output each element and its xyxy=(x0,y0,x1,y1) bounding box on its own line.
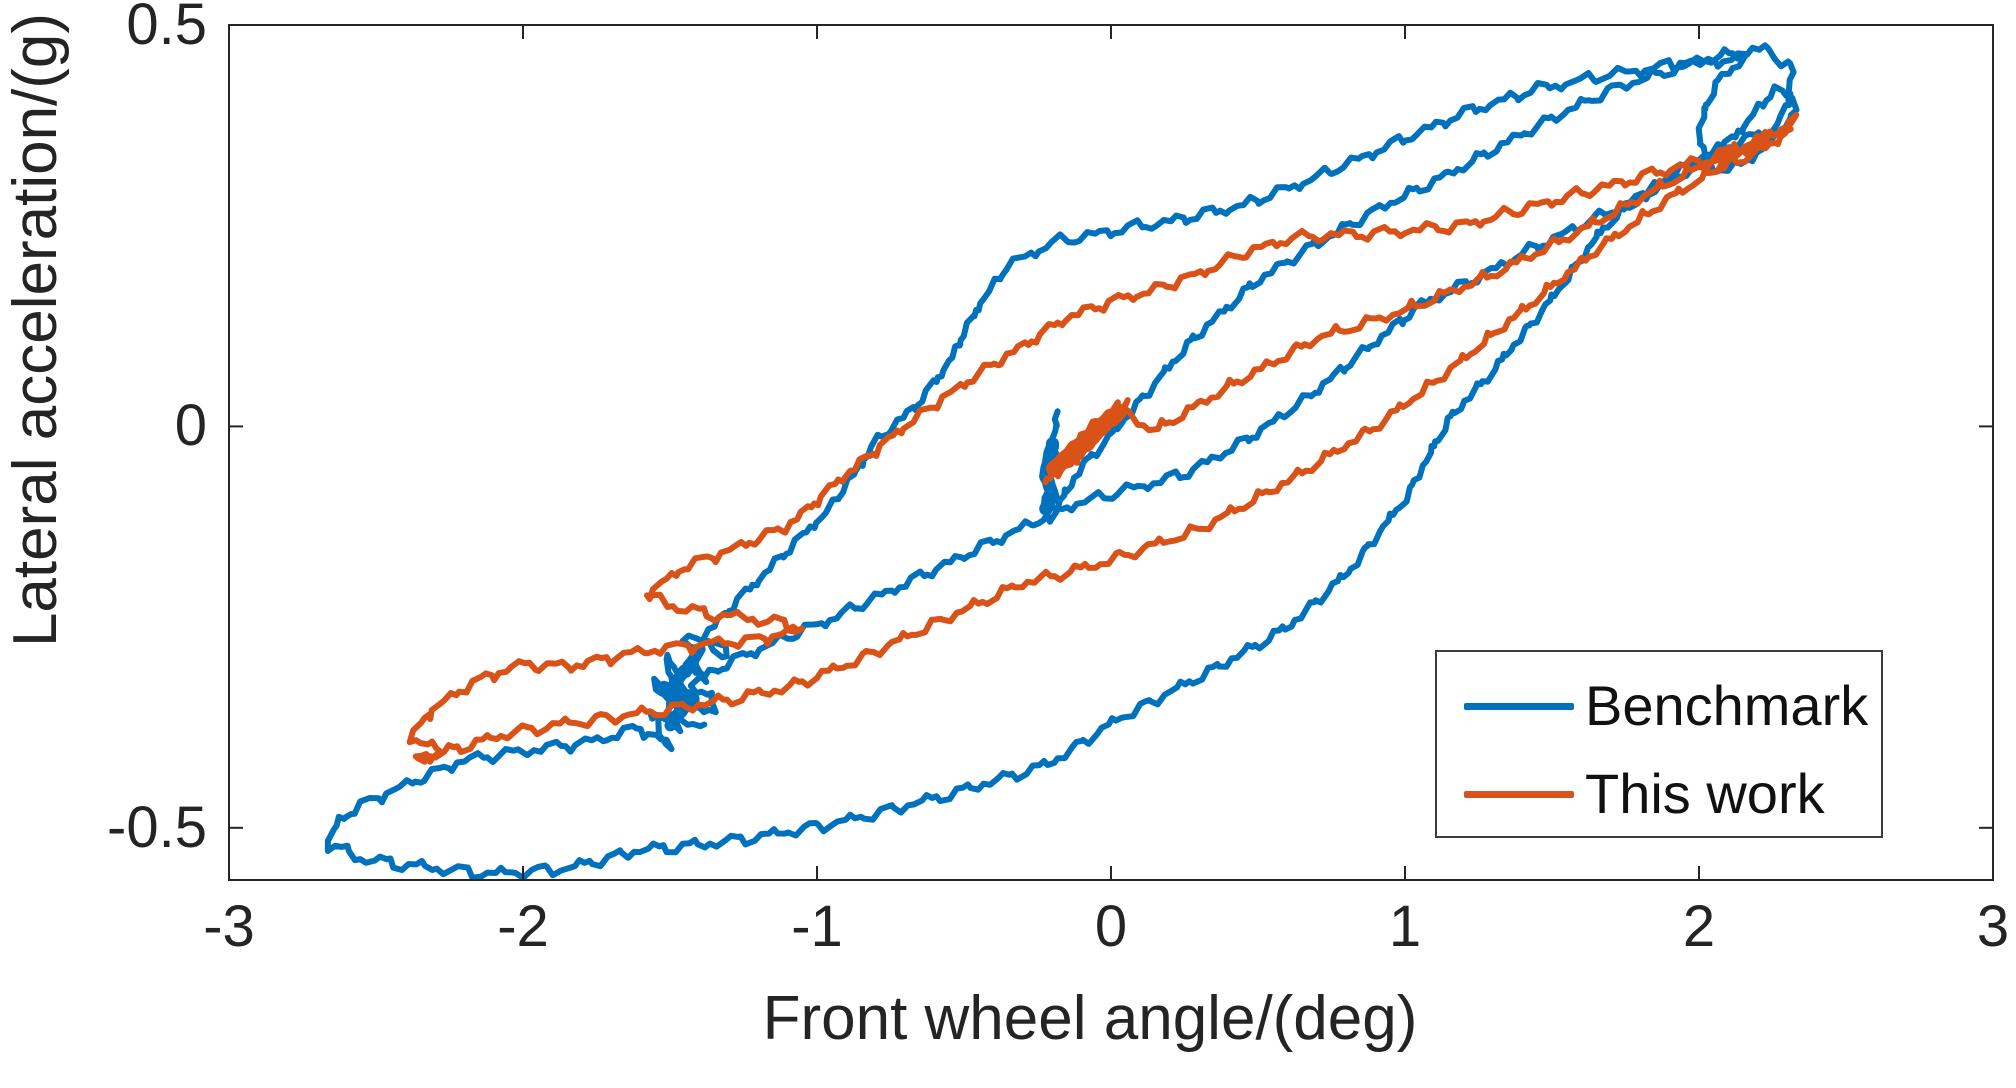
y-axis-label: Lateral acceleration/(g) xyxy=(1,12,70,648)
x-axis-label: Front wheel angle/(deg) xyxy=(762,984,1418,1053)
axes-box xyxy=(228,24,1994,881)
x-tick-label--3: -3 xyxy=(203,894,255,959)
series-line-this-work xyxy=(406,111,1800,765)
legend-label-this-work: This work xyxy=(1585,762,1825,825)
series-curves xyxy=(324,42,1800,880)
legend-row-benchmark: Benchmark xyxy=(1437,674,1881,738)
y-tick-label--0.5: -0.5 xyxy=(107,794,207,860)
y-tick-label-0.5: 0.5 xyxy=(126,0,207,57)
x-tick-label--1: -1 xyxy=(791,894,843,959)
x-tick-label-1: 1 xyxy=(1388,894,1422,959)
x-tick-label-0: 0 xyxy=(1094,894,1128,959)
legend-label-benchmark: Benchmark xyxy=(1585,674,1869,737)
benchmark-line-swatch xyxy=(1464,702,1574,710)
legend-row-this-work: This work xyxy=(1437,762,1881,826)
y-tick-label-0: 0 xyxy=(174,393,207,459)
series-line-this-work xyxy=(1046,403,1128,477)
legend: Benchmark This work xyxy=(1435,650,1883,838)
x-tick-label--2: -2 xyxy=(497,894,549,959)
this-work-line-swatch xyxy=(1464,790,1574,798)
x-tick-label-3: 3 xyxy=(1976,894,2010,959)
x-tick-label-2: 2 xyxy=(1682,894,1716,959)
